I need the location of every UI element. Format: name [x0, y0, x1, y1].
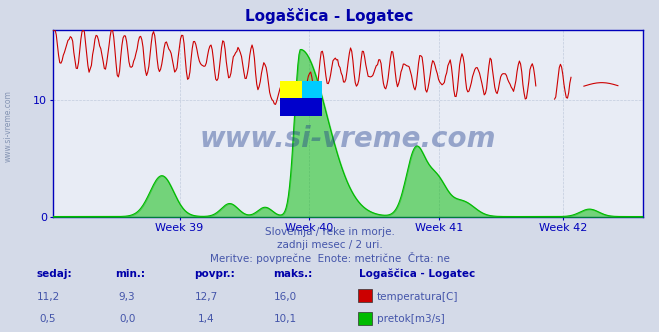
Text: www.si-vreme.com: www.si-vreme.com [4, 90, 13, 162]
Text: Logaščica - Logatec: Logaščica - Logatec [359, 269, 475, 279]
Bar [302, 81, 322, 116]
Text: Meritve: povprečne  Enote: metrične  Črta: ne: Meritve: povprečne Enote: metrične Črta:… [210, 252, 449, 264]
Text: www.si-vreme.com: www.si-vreme.com [200, 125, 496, 153]
Text: min.:: min.: [115, 269, 146, 279]
Text: 16,0: 16,0 [273, 292, 297, 302]
Text: 10,1: 10,1 [273, 314, 297, 324]
Text: 9,3: 9,3 [119, 292, 136, 302]
Text: 0,0: 0,0 [119, 314, 135, 324]
Text: zadnji mesec / 2 uri.: zadnji mesec / 2 uri. [277, 240, 382, 250]
Text: 12,7: 12,7 [194, 292, 218, 302]
Text: sedaj:: sedaj: [36, 269, 72, 279]
Text: Logaščica - Logatec: Logaščica - Logatec [245, 8, 414, 24]
Text: maks.:: maks.: [273, 269, 313, 279]
Text: pretok[m3/s]: pretok[m3/s] [377, 314, 445, 324]
Text: Slovenija / reke in morje.: Slovenija / reke in morje. [264, 227, 395, 237]
Text: 11,2: 11,2 [36, 292, 60, 302]
Text: temperatura[C]: temperatura[C] [377, 292, 459, 302]
Text: povpr.:: povpr.: [194, 269, 235, 279]
Bar [280, 98, 322, 116]
Text: 0,5: 0,5 [40, 314, 57, 324]
Text: 1,4: 1,4 [198, 314, 215, 324]
Bar [280, 81, 302, 116]
